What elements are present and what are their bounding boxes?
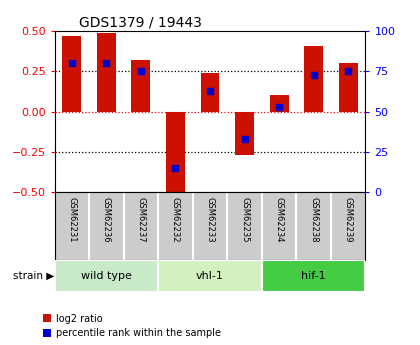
Text: wild type: wild type [81,270,132,280]
Bar [55,260,158,292]
Text: strain ▶: strain ▶ [13,270,54,280]
Text: GSM62235: GSM62235 [240,197,249,243]
Text: GSM62239: GSM62239 [344,197,353,243]
Bar [166,111,185,195]
Bar [262,260,365,292]
Text: GDS1379 / 19443: GDS1379 / 19443 [79,16,202,30]
Text: GSM62232: GSM62232 [171,197,180,243]
Text: GSM62231: GSM62231 [67,197,76,243]
Text: GSM62237: GSM62237 [136,197,145,243]
Bar [200,73,220,111]
Bar [235,111,254,155]
Text: GSM62236: GSM62236 [102,197,111,243]
Text: GSM62238: GSM62238 [309,197,318,243]
Text: GSM62233: GSM62233 [205,197,215,243]
Bar [63,36,81,111]
Bar [97,33,116,111]
Bar [131,60,150,111]
Legend: log2 ratio, percentile rank within the sample: log2 ratio, percentile rank within the s… [43,314,221,338]
Text: vhl-1: vhl-1 [196,270,224,280]
Text: GSM62234: GSM62234 [275,197,284,243]
Bar [158,260,262,292]
Bar [304,46,323,111]
Bar [339,63,357,111]
Bar [270,96,289,111]
Text: hif-1: hif-1 [301,270,326,280]
